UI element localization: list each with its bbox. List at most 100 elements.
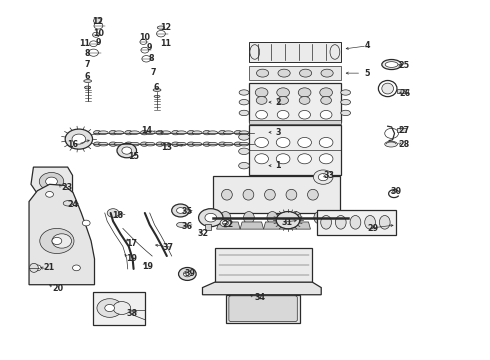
Polygon shape xyxy=(29,184,95,285)
Ellipse shape xyxy=(239,99,249,105)
Text: 22: 22 xyxy=(222,220,234,229)
Ellipse shape xyxy=(114,142,124,146)
Ellipse shape xyxy=(265,189,275,200)
Ellipse shape xyxy=(130,142,140,146)
Ellipse shape xyxy=(130,131,140,134)
FancyBboxPatch shape xyxy=(93,292,146,325)
Circle shape xyxy=(183,271,191,277)
Text: 26: 26 xyxy=(400,89,411,98)
Ellipse shape xyxy=(239,131,249,134)
Circle shape xyxy=(46,192,53,197)
Text: 28: 28 xyxy=(398,140,410,149)
Ellipse shape xyxy=(203,131,211,135)
Ellipse shape xyxy=(382,59,401,69)
Circle shape xyxy=(93,32,99,37)
Ellipse shape xyxy=(219,142,226,146)
Ellipse shape xyxy=(385,141,397,147)
Ellipse shape xyxy=(146,131,155,134)
Ellipse shape xyxy=(256,69,269,77)
Text: 6: 6 xyxy=(85,72,91,81)
Ellipse shape xyxy=(239,90,249,95)
Ellipse shape xyxy=(98,142,108,146)
Text: 20: 20 xyxy=(53,284,64,293)
Circle shape xyxy=(105,305,115,312)
Text: 17: 17 xyxy=(126,239,137,248)
Circle shape xyxy=(142,55,151,62)
Circle shape xyxy=(176,208,184,213)
Ellipse shape xyxy=(176,131,186,134)
Ellipse shape xyxy=(299,69,312,77)
Circle shape xyxy=(52,234,72,248)
Ellipse shape xyxy=(98,131,108,134)
Text: 8: 8 xyxy=(85,49,91,58)
Text: 9: 9 xyxy=(96,38,101,47)
Polygon shape xyxy=(240,222,264,229)
Ellipse shape xyxy=(94,131,101,135)
Text: 27: 27 xyxy=(398,126,409,135)
Circle shape xyxy=(385,129,398,138)
Ellipse shape xyxy=(176,222,186,227)
Ellipse shape xyxy=(321,216,331,229)
Circle shape xyxy=(276,138,290,148)
Text: 10: 10 xyxy=(93,29,104,38)
Text: 30: 30 xyxy=(391,187,402,196)
Circle shape xyxy=(72,134,86,144)
Text: 5: 5 xyxy=(365,69,370,78)
Polygon shape xyxy=(217,222,240,229)
Text: 23: 23 xyxy=(61,183,72,192)
Ellipse shape xyxy=(314,212,325,224)
Circle shape xyxy=(319,154,333,164)
Circle shape xyxy=(205,213,217,222)
Text: 9: 9 xyxy=(147,43,152,52)
Ellipse shape xyxy=(291,212,301,224)
Ellipse shape xyxy=(176,142,186,146)
Ellipse shape xyxy=(208,142,218,146)
Ellipse shape xyxy=(63,201,73,206)
Ellipse shape xyxy=(141,142,148,146)
Text: 18: 18 xyxy=(112,211,123,220)
Ellipse shape xyxy=(114,131,124,134)
Polygon shape xyxy=(202,282,321,295)
Text: 3: 3 xyxy=(275,128,281,137)
Text: 35: 35 xyxy=(182,207,193,216)
Ellipse shape xyxy=(244,212,254,224)
Ellipse shape xyxy=(220,219,231,227)
Ellipse shape xyxy=(308,189,319,200)
Circle shape xyxy=(320,88,332,97)
Circle shape xyxy=(122,147,132,154)
Ellipse shape xyxy=(192,131,202,134)
Text: 14: 14 xyxy=(141,126,152,135)
Circle shape xyxy=(157,31,165,37)
Polygon shape xyxy=(264,222,287,229)
Ellipse shape xyxy=(239,142,249,146)
Circle shape xyxy=(320,111,332,119)
Ellipse shape xyxy=(156,142,164,146)
Circle shape xyxy=(255,138,269,148)
FancyBboxPatch shape xyxy=(249,41,341,62)
Ellipse shape xyxy=(330,45,340,59)
Circle shape xyxy=(318,174,328,181)
Polygon shape xyxy=(31,167,73,199)
Circle shape xyxy=(94,23,103,29)
FancyBboxPatch shape xyxy=(48,198,68,208)
Circle shape xyxy=(299,96,310,104)
Ellipse shape xyxy=(141,131,148,135)
Circle shape xyxy=(89,49,98,56)
Bar xyxy=(205,224,211,230)
Circle shape xyxy=(46,177,57,186)
Ellipse shape xyxy=(125,131,133,135)
FancyBboxPatch shape xyxy=(249,83,341,122)
Text: 8: 8 xyxy=(148,54,154,63)
Text: 13: 13 xyxy=(161,143,172,152)
Ellipse shape xyxy=(350,216,361,229)
Circle shape xyxy=(39,172,64,190)
Ellipse shape xyxy=(219,131,226,135)
Circle shape xyxy=(40,228,74,253)
FancyBboxPatch shape xyxy=(249,121,341,124)
Ellipse shape xyxy=(382,83,393,94)
Text: 29: 29 xyxy=(368,224,379,233)
Ellipse shape xyxy=(239,148,249,154)
Circle shape xyxy=(255,88,268,97)
Text: 32: 32 xyxy=(198,229,209,238)
Text: 6: 6 xyxy=(153,83,159,92)
